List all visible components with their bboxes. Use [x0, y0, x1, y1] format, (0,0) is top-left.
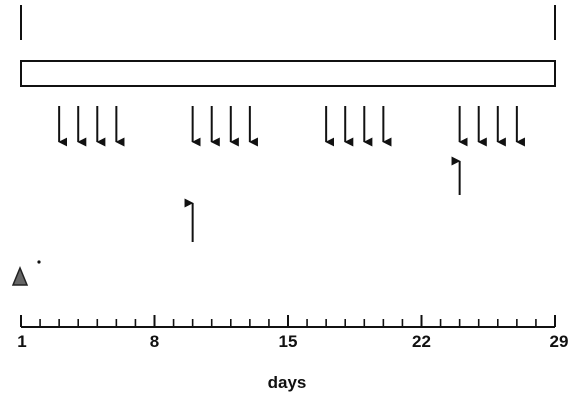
x-axis-title: days	[267, 373, 307, 392]
x-tick-label: 29	[549, 332, 569, 351]
x-tick-label: 1	[17, 332, 27, 351]
x-tick-label: 22	[412, 332, 431, 351]
x-tick-label: 15	[278, 332, 298, 351]
marker-dot	[37, 260, 41, 264]
triangle-marker	[11, 266, 29, 286]
treatment-period-bar	[20, 60, 556, 87]
x-tick-label: 8	[149, 332, 160, 351]
